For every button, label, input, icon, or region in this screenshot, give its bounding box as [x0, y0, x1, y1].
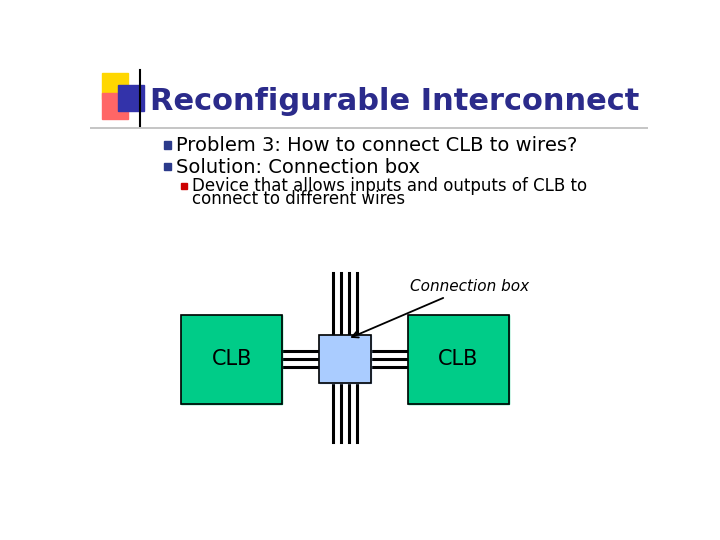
Bar — [181, 183, 187, 189]
Text: Reconfigurable Interconnect: Reconfigurable Interconnect — [150, 87, 640, 116]
Bar — [181, 315, 282, 403]
Text: connect to different wires: connect to different wires — [192, 190, 405, 208]
Text: Device that allows inputs and outputs of CLB to: Device that allows inputs and outputs of… — [192, 178, 587, 195]
Bar — [319, 335, 372, 383]
Text: Problem 3: How to connect CLB to wires?: Problem 3: How to connect CLB to wires? — [176, 136, 577, 155]
Bar — [408, 315, 508, 403]
Bar — [102, 92, 128, 119]
Text: CLB: CLB — [438, 349, 478, 369]
Bar — [163, 163, 171, 170]
Text: Connection box: Connection box — [352, 279, 529, 338]
Bar — [408, 315, 508, 403]
Bar — [163, 141, 171, 148]
Text: CLB: CLB — [212, 349, 252, 369]
Bar — [319, 335, 372, 383]
Bar — [102, 72, 128, 99]
Text: Solution: Connection box: Solution: Connection box — [176, 158, 420, 177]
Bar — [181, 315, 282, 403]
Bar — [118, 85, 144, 111]
